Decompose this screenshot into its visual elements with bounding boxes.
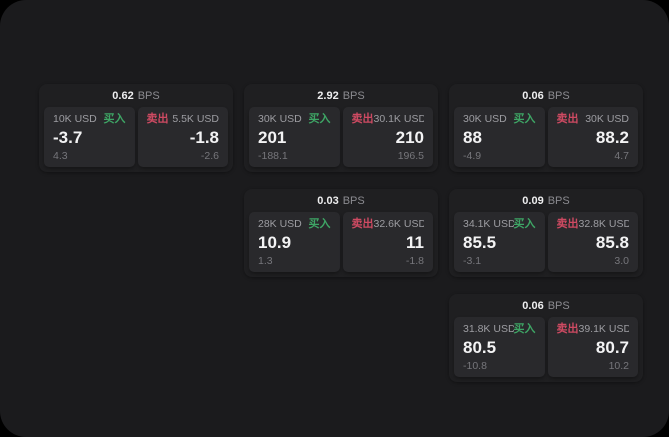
sell-label: 卖出 bbox=[556, 218, 579, 230]
sell-price: -1.8 bbox=[189, 128, 219, 148]
sell-panel[interactable]: 卖出 30K USD 88.2 4.7 bbox=[547, 107, 638, 167]
card-header: 2.92 BPS bbox=[244, 84, 438, 107]
sell-size: 30.1K USD bbox=[373, 114, 425, 125]
sell-delta: 3.0 bbox=[614, 254, 629, 267]
sell-size: 5.5K USD bbox=[172, 114, 219, 125]
bps-value: 0.62 bbox=[112, 89, 134, 102]
bps-value: 0.06 bbox=[522, 89, 544, 102]
panels-row: 34.1K USD 买入 85.5 -3.1 卖出 32.8K USD 85.8… bbox=[449, 212, 643, 277]
buy-price: 85.5 bbox=[463, 233, 497, 253]
buy-size: 34.1K USD bbox=[463, 219, 514, 230]
quote-cards-grid: 0.62 BPS 10K USD 买入 -3.7 4.3 卖出 5.5K USD bbox=[39, 84, 643, 382]
quote-card: 0.06 BPS 30K USD 买入 88 -4.9 卖出 30K USD bbox=[449, 84, 643, 172]
buy-panel[interactable]: 30K USD 买入 88 -4.9 bbox=[454, 107, 545, 167]
buy-delta: -4.9 bbox=[463, 149, 482, 162]
buy-label: 买入 bbox=[308, 218, 331, 230]
sell-label: 卖出 bbox=[556, 113, 579, 125]
quote-card: 0.03 BPS 28K USD 买入 10.9 1.3 卖出 32.6K US… bbox=[244, 189, 438, 277]
panels-row: 28K USD 买入 10.9 1.3 卖出 32.6K USD 11 -1.8 bbox=[244, 212, 438, 277]
panels-row: 30K USD 买入 88 -4.9 卖出 30K USD 88.2 4.7 bbox=[449, 107, 643, 172]
bps-suffix-label: BPS bbox=[342, 89, 365, 102]
buy-delta: -188.1 bbox=[258, 149, 288, 162]
buy-label: 买入 bbox=[513, 323, 536, 335]
sell-delta: -2.6 bbox=[200, 149, 219, 162]
panels-row: 30K USD 买入 201 -188.1 卖出 30.1K USD 210 1… bbox=[244, 107, 438, 172]
bps-suffix-label: BPS bbox=[137, 89, 160, 102]
buy-label: 买入 bbox=[513, 113, 536, 125]
buy-panel[interactable]: 34.1K USD 买入 85.5 -3.1 bbox=[454, 212, 545, 272]
card-header: 0.03 BPS bbox=[244, 189, 438, 212]
buy-delta: 4.3 bbox=[53, 149, 68, 162]
buy-panel[interactable]: 30K USD 买入 201 -188.1 bbox=[249, 107, 340, 167]
sell-panel[interactable]: 卖出 32.6K USD 11 -1.8 bbox=[342, 212, 433, 272]
buy-label: 买入 bbox=[308, 113, 331, 125]
bps-suffix-label: BPS bbox=[547, 194, 570, 207]
buy-size: 28K USD bbox=[258, 219, 302, 230]
buy-size: 30K USD bbox=[463, 114, 507, 125]
buy-label: 买入 bbox=[103, 113, 126, 125]
sell-size: 30K USD bbox=[585, 114, 629, 125]
sell-size: 32.6K USD bbox=[373, 219, 425, 230]
buy-panel[interactable]: 10K USD 买入 -3.7 4.3 bbox=[44, 107, 135, 167]
buy-price: 10.9 bbox=[258, 233, 292, 253]
sell-price: 88.2 bbox=[595, 128, 629, 148]
sell-delta: 4.7 bbox=[614, 149, 629, 162]
panels-row: 10K USD 买入 -3.7 4.3 卖出 5.5K USD -1.8 -2.… bbox=[39, 107, 233, 172]
buy-size: 31.8K USD bbox=[463, 324, 514, 335]
sell-price: 85.8 bbox=[595, 233, 629, 253]
buy-delta: -3.1 bbox=[463, 254, 482, 267]
buy-delta: -10.8 bbox=[463, 359, 487, 372]
card-header: 0.62 BPS bbox=[39, 84, 233, 107]
sell-label: 卖出 bbox=[146, 113, 169, 125]
bps-value: 0.03 bbox=[317, 194, 339, 207]
sell-label: 卖出 bbox=[351, 218, 374, 230]
sell-size: 32.8K USD bbox=[578, 219, 630, 230]
sell-label: 卖出 bbox=[556, 323, 579, 335]
quote-card: 0.09 BPS 34.1K USD 买入 85.5 -3.1 卖出 32.8K… bbox=[449, 189, 643, 277]
quote-card: 2.92 BPS 30K USD 买入 201 -188.1 卖出 30.1K … bbox=[244, 84, 438, 172]
card-header: 0.06 BPS bbox=[449, 84, 643, 107]
buy-delta: 1.3 bbox=[258, 254, 273, 267]
sell-delta: -1.8 bbox=[405, 254, 424, 267]
bps-value: 0.06 bbox=[522, 299, 544, 312]
buy-price: 80.5 bbox=[463, 338, 497, 358]
bps-suffix-label: BPS bbox=[547, 299, 570, 312]
buy-size: 10K USD bbox=[53, 114, 97, 125]
sell-panel[interactable]: 卖出 39.1K USD 80.7 10.2 bbox=[547, 317, 638, 377]
buy-price: 88 bbox=[463, 128, 482, 148]
buy-price: -3.7 bbox=[53, 128, 83, 148]
sell-panel[interactable]: 卖出 5.5K USD -1.8 -2.6 bbox=[137, 107, 228, 167]
sell-delta: 196.5 bbox=[397, 149, 424, 162]
buy-size: 30K USD bbox=[258, 114, 302, 125]
buy-price: 201 bbox=[258, 128, 287, 148]
sell-price: 210 bbox=[395, 128, 424, 148]
sell-panel[interactable]: 卖出 30.1K USD 210 196.5 bbox=[342, 107, 433, 167]
sell-price: 11 bbox=[406, 233, 424, 253]
quote-card: 0.62 BPS 10K USD 买入 -3.7 4.3 卖出 5.5K USD bbox=[39, 84, 233, 172]
sell-price: 80.7 bbox=[595, 338, 629, 358]
card-header: 0.09 BPS bbox=[449, 189, 643, 212]
buy-label: 买入 bbox=[513, 218, 536, 230]
buy-panel[interactable]: 31.8K USD 买入 80.5 -10.8 bbox=[454, 317, 545, 377]
card-header: 0.06 BPS bbox=[449, 294, 643, 317]
bps-value: 2.92 bbox=[317, 89, 339, 102]
panels-row: 31.8K USD 买入 80.5 -10.8 卖出 39.1K USD 80.… bbox=[449, 317, 643, 382]
sell-delta: 10.2 bbox=[608, 359, 629, 372]
quote-card: 0.06 BPS 31.8K USD 买入 80.5 -10.8 卖出 39.1… bbox=[449, 294, 643, 382]
bps-value: 0.09 bbox=[522, 194, 544, 207]
bps-suffix-label: BPS bbox=[342, 194, 365, 207]
sell-label: 卖出 bbox=[351, 113, 374, 125]
bps-suffix-label: BPS bbox=[547, 89, 570, 102]
sell-size: 39.1K USD bbox=[578, 324, 630, 335]
sell-panel[interactable]: 卖出 32.8K USD 85.8 3.0 bbox=[547, 212, 638, 272]
buy-panel[interactable]: 28K USD 买入 10.9 1.3 bbox=[249, 212, 340, 272]
